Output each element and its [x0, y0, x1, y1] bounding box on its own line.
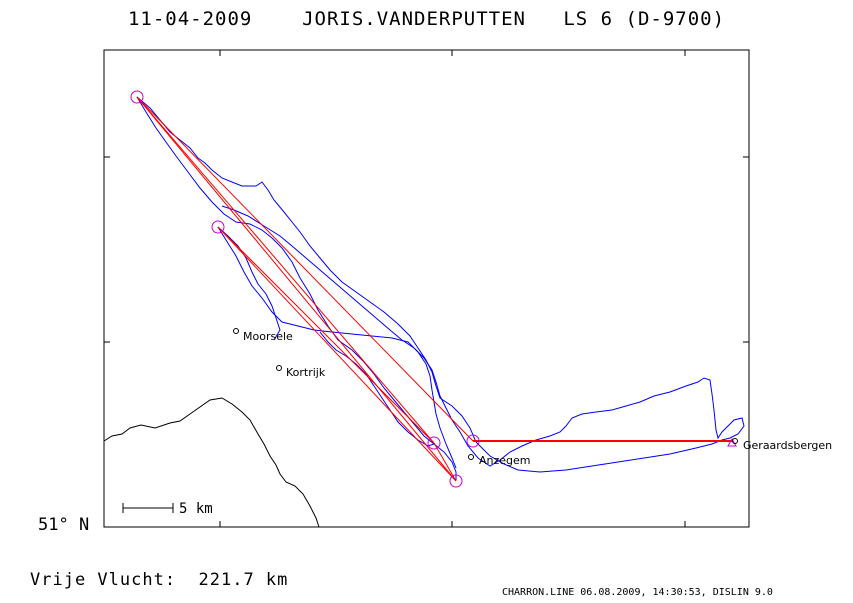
town-markers — [233, 328, 738, 460]
turnpoint-marker — [427, 436, 441, 450]
town-label-moorsele: Moorsele — [243, 330, 293, 343]
town-dot-icon — [233, 328, 239, 334]
town-label-anzegem: Anzegem — [479, 454, 531, 467]
town-dot-icon — [468, 454, 474, 460]
turnpoint-marker — [130, 90, 144, 104]
town-dot-icon — [732, 438, 738, 444]
turnpoint-marker — [466, 434, 480, 448]
town-dot-icon — [276, 365, 282, 371]
flight-track — [136, 96, 745, 480]
turnpoint-marker — [211, 220, 225, 234]
glider-name: LS 6 (D-9700) — [563, 8, 726, 30]
scale-bar — [122, 503, 174, 513]
task-legs — [136, 96, 732, 482]
border-line — [103, 397, 320, 528]
town-label-kortrijk: Kortrijk — [286, 366, 326, 379]
latitude-label: 51° N — [38, 515, 90, 535]
pilot-name: JORIS.VANDERPUTTEN — [302, 8, 526, 30]
flight-date: 11-04-2009 — [127, 8, 253, 30]
scale-label: 5 km — [179, 501, 213, 517]
credits-line: CHARRON.LINE 06.08.2009, 14:30:53, DISLI… — [502, 587, 773, 598]
start-triangle-icon — [727, 437, 737, 447]
turnpoint-marker — [449, 474, 463, 488]
map-ticks — [104, 50, 749, 527]
town-label-geraardsbergen: Geraardsbergen — [743, 439, 832, 452]
distance-summary: Vrije Vlucht: 221.7 km — [30, 570, 289, 590]
map-frame — [103, 49, 750, 528]
turnpoints — [130, 90, 737, 488]
map-title: 11-04-2009 JORIS.VANDERPUTTEN LS 6 (D-97… — [0, 8, 853, 30]
